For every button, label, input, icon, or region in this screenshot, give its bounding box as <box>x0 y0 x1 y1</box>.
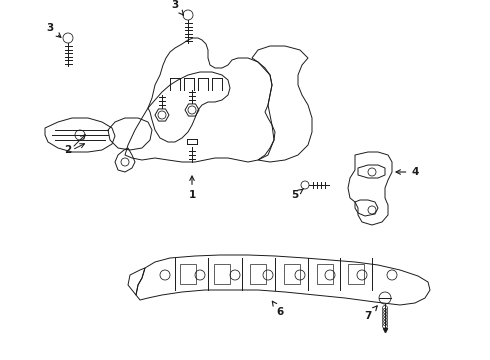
Text: 4: 4 <box>396 167 418 177</box>
Bar <box>250 264 266 284</box>
Text: 5: 5 <box>292 189 304 200</box>
Text: 3: 3 <box>172 0 184 15</box>
Text: 3: 3 <box>47 23 61 37</box>
Bar <box>214 264 230 284</box>
Bar <box>348 264 364 284</box>
Bar <box>317 264 333 284</box>
Bar <box>180 264 196 284</box>
Text: 6: 6 <box>272 301 284 317</box>
Bar <box>284 264 300 284</box>
Text: 1: 1 <box>188 176 196 200</box>
Text: 2: 2 <box>64 145 72 155</box>
Text: 7: 7 <box>364 306 377 321</box>
